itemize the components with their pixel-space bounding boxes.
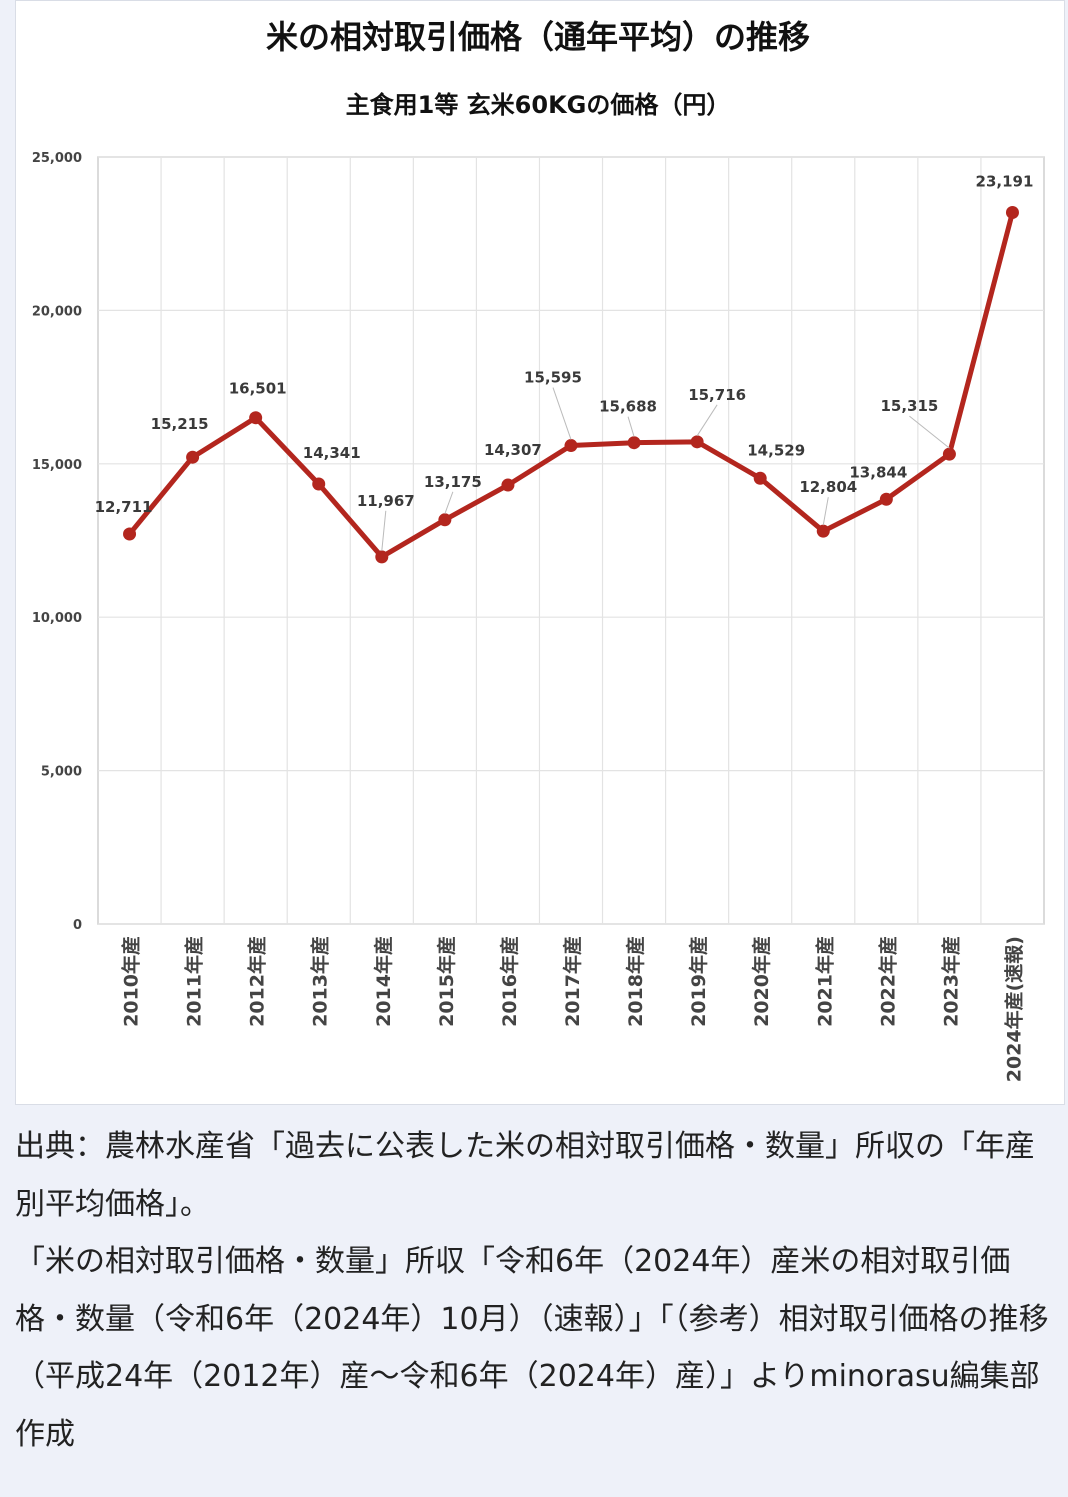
data-point: [186, 450, 200, 464]
y-tick-label: 0: [73, 918, 82, 933]
caption-line-1: 出典：農林水産省「過去に公表した米の相対取引価格・数量」所収の「年産別平均価格」…: [15, 1129, 1035, 1222]
grid-layer: [97, 156, 1045, 925]
data-label: 12,711: [95, 498, 153, 516]
y-tick-label: 15,000: [32, 458, 82, 473]
x-tick-label: 2012年産: [246, 936, 269, 1027]
x-tick-label: 2011年産: [183, 936, 206, 1027]
data-label: 13,844: [849, 463, 907, 481]
y-tick-label: 5,000: [41, 765, 82, 780]
data-point: [627, 436, 641, 450]
data-point: [501, 478, 515, 492]
data-label: 15,688: [599, 398, 657, 416]
x-tick-label: 2015年産: [435, 936, 458, 1027]
x-tick-label: 2020年産: [750, 936, 773, 1027]
data-label-leader: [552, 387, 572, 440]
y-tick-label: 25,000: [32, 151, 82, 166]
data-label-leader: [381, 510, 387, 551]
data-label: 12,804: [799, 478, 857, 496]
x-tick-label: 2016年産: [498, 936, 521, 1027]
label-layer: 12,711 15,215 16,501 14,341 11,967 13,17514,3…: [95, 173, 1034, 551]
data-label: 15,315: [880, 397, 938, 415]
data-label: 15,215: [151, 415, 209, 433]
data-label: 13,175: [424, 473, 482, 491]
data-point: [123, 527, 137, 541]
data-label-leader: [444, 491, 454, 514]
chart-subtitle: 主食用1等 玄米60KGの価格（円）: [346, 91, 731, 119]
plot-area: [97, 156, 1045, 925]
chart-card: 米の相対取引価格（通年平均）の推移 主食用1等 玄米60KGの価格（円） 0 5,…: [15, 0, 1065, 1105]
x-tick-label: 2024年産(速報): [1002, 936, 1025, 1082]
data-point: [690, 435, 704, 449]
x-tick-label: 2017年産: [561, 936, 584, 1027]
source-caption: 出典：農林水産省「過去に公表した米の相対取引価格・数量」所収の「年産別平均価格」…: [15, 1118, 1060, 1463]
data-point: [816, 524, 830, 538]
chart-title: 米の相対取引価格（通年平均）の推移: [266, 18, 810, 56]
data-label: 15,595: [524, 369, 582, 387]
data-label-leader: [822, 497, 829, 526]
data-label-leader: [909, 415, 950, 449]
data-label: 23,191: [976, 173, 1034, 191]
x-tick-label: 2010年産: [120, 936, 143, 1027]
data-point: [1005, 206, 1019, 220]
x-tick-label: 2021年産: [813, 936, 836, 1027]
data-label: 14,529: [747, 441, 805, 459]
caption-line-2: 「米の相対取引価格・数量」所収「令和6年（2024年）産米の相対取引価格・数量（…: [15, 1244, 1049, 1452]
axis-layer: 0 5,000 10,000 15,000 20,000 25,000 2010年産 2011…: [32, 151, 1026, 1082]
data-label: 15,716: [688, 386, 746, 404]
data-point: [312, 477, 326, 491]
data-label: 11,967: [357, 492, 415, 510]
data-label-leader: [696, 404, 718, 437]
data-point: [249, 411, 263, 425]
data-point: [879, 492, 893, 506]
x-tick-label: 2022年産: [876, 936, 899, 1027]
x-tick-label: 2023年産: [939, 936, 962, 1027]
data-point: [375, 550, 389, 564]
y-tick-label: 10,000: [32, 611, 82, 626]
data-label: 14,307: [484, 441, 542, 459]
data-point: [753, 471, 767, 485]
x-tick-label: 2019年産: [687, 936, 710, 1027]
y-tick-label: 20,000: [32, 304, 82, 319]
data-label: 14,341: [303, 444, 361, 462]
data-label: 16,501: [229, 380, 287, 398]
data-point: [564, 439, 578, 453]
series-layer: [123, 206, 1019, 564]
x-tick-label: 2013年産: [309, 936, 332, 1027]
data-label-leader: [627, 416, 635, 437]
line-chart: 米の相対取引価格（通年平均）の推移 主食用1等 玄米60KGの価格（円） 0 5,…: [32, 18, 1045, 1082]
data-point: [942, 447, 956, 461]
x-tick-label: 2014年産: [372, 936, 395, 1027]
x-tick-label: 2018年産: [624, 936, 647, 1027]
data-point: [438, 513, 452, 527]
